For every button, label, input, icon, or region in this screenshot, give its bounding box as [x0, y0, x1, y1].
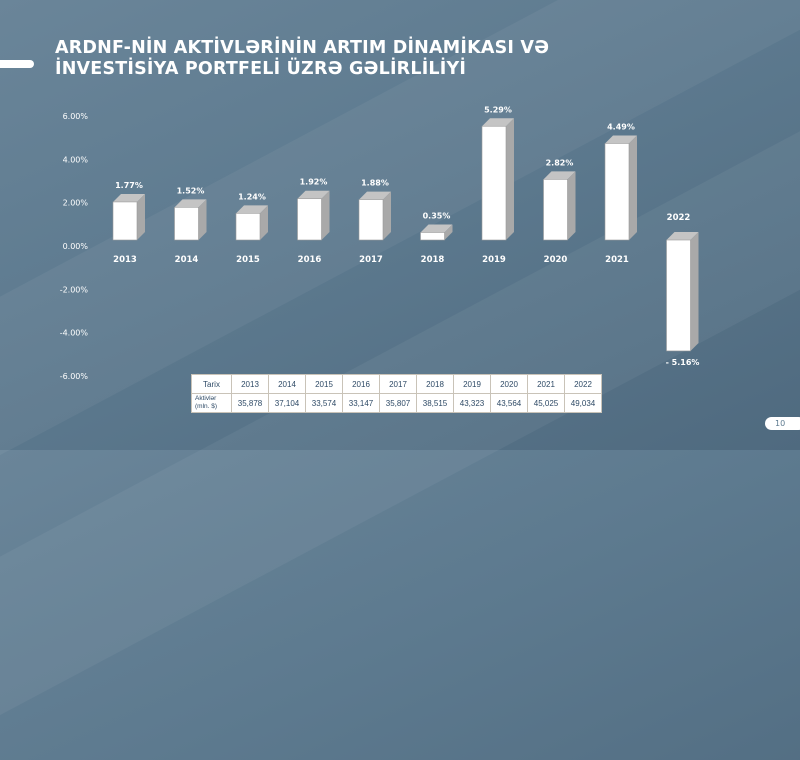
bar-side-face	[383, 191, 391, 240]
table-value-cell: 49,034	[564, 393, 602, 413]
y-tick-label: 4.00%	[63, 155, 89, 164]
bar	[420, 232, 445, 241]
bar	[358, 199, 384, 241]
bar-side-face	[198, 199, 207, 240]
y-tick-label: -4.00%	[60, 329, 89, 338]
table-value-cell: 43,564	[490, 393, 528, 413]
table-year-cell: 2016	[342, 374, 380, 394]
table-value-cell: 33,147	[342, 393, 380, 413]
data-label: 1.52%	[177, 186, 205, 195]
bar	[174, 207, 199, 241]
table-value-cell: 33,574	[305, 393, 343, 413]
table-value-cell: 38,515	[416, 393, 454, 413]
bar-top-face	[543, 171, 576, 180]
table-value-cell: 35,807	[379, 393, 417, 413]
bar	[112, 201, 138, 241]
bar-side-face	[629, 135, 637, 240]
row-label-line1: Aktivlər	[195, 395, 217, 402]
row-label-line2: (mln. $)	[195, 403, 218, 410]
bar-side-face	[444, 224, 453, 240]
table-year-cell: 2020	[490, 374, 528, 394]
table-row: Aktivlər (mln. $) 35,878 37,104 33,574 33,14…	[191, 393, 602, 413]
title-line-1: ARDNF-NİN AKTİVLƏRİNİN ARTIM DİNAMİKASI …	[55, 38, 550, 58]
bar	[481, 125, 507, 241]
data-label: 5.29%	[484, 105, 512, 114]
title-line-2: İNVESTİSİYA PORTFELİ ÜZRƏ GƏLİRLİLİYİ	[55, 59, 467, 79]
bar	[297, 198, 322, 241]
table-year-cell: 2021	[527, 374, 565, 394]
bar-top-face	[297, 190, 330, 199]
table-header-row: Tarix 2013 2014 2015 2016 2017 2018 2019 2020 20…	[191, 374, 602, 394]
bar-top-face	[605, 135, 637, 144]
bar-chart: 6.00% 4.00% 2.00% 0.00% -2.00% -4.00% -6.00% 1.…	[60, 105, 700, 381]
bar-side-face	[567, 171, 576, 240]
table-value-cell: 43,323	[453, 393, 491, 413]
data-label: 1.92%	[300, 178, 328, 187]
x-tick-label: 2016	[298, 255, 322, 265]
data-label: 4.49%	[607, 122, 635, 131]
table-year-cell: 2019	[453, 374, 491, 394]
table-value-cell: 45,025	[527, 393, 565, 413]
data-label: 1.24%	[238, 192, 266, 201]
x-tick-label: 2015	[236, 255, 260, 265]
table-year-cell: 2013	[231, 374, 269, 394]
x-tick-label: 2022	[667, 213, 691, 223]
table-value-cell: 35,878	[231, 393, 269, 413]
data-label: 0.35%	[423, 211, 451, 220]
table-value-cell: 37,104	[268, 393, 306, 413]
bar-side-face	[506, 118, 514, 240]
y-tick-label: 6.00%	[63, 112, 89, 121]
y-tick-label: -2.00%	[60, 285, 89, 294]
table-year-cell: 2015	[305, 374, 343, 394]
table-year-cell: 2017	[379, 374, 417, 394]
title-accent-bar	[0, 60, 34, 68]
bar-top-face	[666, 232, 699, 240]
bar-side-face	[690, 232, 699, 351]
data-label: - 5.16%	[666, 358, 700, 367]
bar-top-face	[113, 193, 145, 202]
bar-top-face	[236, 205, 268, 214]
x-tick-label: 2017	[359, 255, 383, 265]
table-year-cell: 2014	[268, 374, 306, 394]
slide-title: ARDNF-NİN AKTİVLƏRİNİN ARTIM DİNAMİKASI …	[55, 38, 549, 80]
data-label: 2.82%	[546, 158, 574, 167]
bar-top-face	[174, 199, 207, 208]
y-tick-label: -6.00%	[60, 372, 89, 381]
bar	[235, 213, 261, 241]
y-tick-label: 0.00%	[63, 242, 89, 251]
bar-side-face	[260, 205, 268, 240]
x-tick-label: 2019	[482, 255, 506, 265]
data-label: 1.88%	[361, 179, 389, 188]
x-tick-label: 2013	[113, 255, 137, 265]
data-label: 1.77%	[115, 181, 143, 190]
x-tick-label: 2014	[175, 255, 199, 265]
bar	[666, 239, 691, 352]
x-tick-label: 2018	[421, 255, 445, 265]
bar-side-face	[321, 190, 330, 240]
page-number: 10	[765, 417, 800, 430]
bar-top-face	[420, 224, 453, 233]
bar	[604, 143, 630, 241]
bar-top-face	[359, 191, 391, 200]
table-row-label: Aktivlər (mln. $)	[191, 393, 232, 413]
table-year-cell: 2022	[564, 374, 602, 394]
bar-top-face	[482, 118, 514, 127]
x-tick-label: 2020	[544, 255, 568, 265]
table-header-label: Tarix	[191, 374, 232, 394]
bar-side-face	[137, 193, 145, 240]
y-tick-label: 2.00%	[63, 199, 89, 208]
bar	[543, 179, 568, 241]
x-tick-label: 2021	[605, 255, 629, 265]
table-year-cell: 2018	[416, 374, 454, 394]
assets-table: Tarix 2013 2014 2015 2016 2017 2018 2019 2020 20…	[191, 374, 602, 413]
